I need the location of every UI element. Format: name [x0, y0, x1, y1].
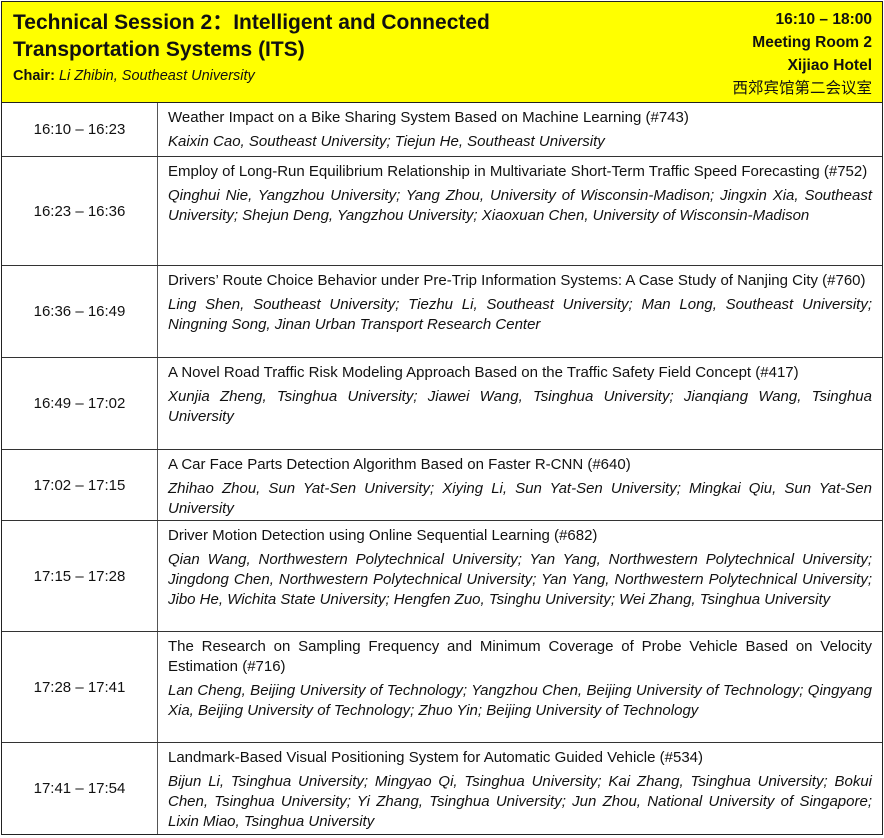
paper-authors: Qian Wang, Northwestern Polytechnical Un…	[168, 551, 872, 608]
paper-title: A Car Face Parts Detection Algorithm Bas…	[168, 456, 631, 473]
paper-cell: Landmark-Based Visual Positioning System…	[158, 743, 882, 834]
session-room: Meeting Room 2	[752, 34, 872, 51]
paper-cell: A Car Face Parts Detection Algorithm Bas…	[158, 450, 882, 520]
session-hotel: Xijiao Hotel	[787, 57, 872, 74]
paper-time: 17:15 – 17:28	[2, 521, 158, 631]
paper-time: 17:28 – 17:41	[2, 632, 158, 742]
paper-title: Landmark-Based Visual Positioning System…	[168, 749, 704, 766]
session-header: Technical Session 2：Intelligent and Conn…	[2, 2, 882, 103]
paper-time: 16:49 – 17:02	[2, 358, 158, 449]
paper-cell: Driver Motion Detection using Online Seq…	[158, 521, 882, 631]
chair-label: Chair:	[13, 68, 55, 84]
paper-title: Drivers’ Route Choice Behavior under Pre…	[168, 272, 866, 289]
paper-row: 16:10 – 16:23 Weather Impact on a Bike S…	[2, 103, 882, 156]
paper-authors: Qinghui Nie, Yangzhou University; Yang Z…	[168, 187, 872, 224]
paper-authors: Xunjia Zheng, Tsinghua University; Jiawe…	[168, 388, 872, 425]
paper-title: Employ of Long-Run Equilibrium Relations…	[168, 163, 868, 180]
paper-row: 17:28 – 17:41 The Research on Sampling F…	[2, 631, 882, 742]
paper-cell: Employ of Long-Run Equilibrium Relations…	[158, 157, 882, 265]
session-title: Technical Session 2：Intelligent and Conn…	[13, 11, 490, 61]
paper-title: Driver Motion Detection using Online Seq…	[168, 527, 598, 544]
paper-row: 16:23 – 16:36 Employ of Long-Run Equilib…	[2, 156, 882, 265]
paper-authors: Bijun Li, Tsinghua University; Mingyao Q…	[168, 773, 872, 830]
paper-row: 17:41 – 17:54 Landmark-Based Visual Posi…	[2, 742, 882, 834]
paper-time: 17:02 – 17:15	[2, 450, 158, 520]
session-chair: Chair: Li Zhibin, Southeast University	[13, 68, 255, 84]
paper-row: 17:15 – 17:28 Driver Motion Detection us…	[2, 520, 882, 631]
paper-time: 17:41 – 17:54	[2, 743, 158, 834]
paper-authors: Zhihao Zhou, Sun Yat-Sen University; Xiy…	[168, 480, 872, 517]
paper-cell: The Research on Sampling Frequency and M…	[158, 632, 882, 742]
paper-authors: Lan Cheng, Beijing University of Technol…	[168, 682, 872, 719]
session-room-cn: 西郊宾馆第二会议室	[732, 80, 872, 97]
paper-time: 16:36 – 16:49	[2, 266, 158, 357]
paper-row: 16:49 – 17:02 A Novel Road Traffic Risk …	[2, 357, 882, 449]
paper-time: 16:23 – 16:36	[2, 157, 158, 265]
paper-row: 16:36 – 16:49 Drivers’ Route Choice Beha…	[2, 265, 882, 357]
paper-time: 16:10 – 16:23	[2, 103, 158, 156]
paper-title: Weather Impact on a Bike Sharing System …	[168, 109, 689, 126]
paper-cell: A Novel Road Traffic Risk Modeling Appro…	[158, 358, 882, 449]
paper-title: The Research on Sampling Frequency and M…	[168, 638, 872, 675]
paper-row: 17:02 – 17:15 A Car Face Parts Detection…	[2, 449, 882, 520]
session-time: 16:10 – 18:00	[775, 11, 872, 28]
paper-cell: Weather Impact on a Bike Sharing System …	[158, 103, 882, 156]
session-info: 16:10 – 18:00 Meeting Room 2 Xijiao Hote…	[732, 8, 872, 100]
paper-title: A Novel Road Traffic Risk Modeling Appro…	[168, 364, 799, 381]
paper-authors: Ling Shen, Southeast University; Tiezhu …	[168, 296, 872, 333]
paper-cell: Drivers’ Route Choice Behavior under Pre…	[158, 266, 882, 357]
paper-authors: Kaixin Cao, Southeast University; Tiejun…	[168, 133, 605, 150]
chair-name: Li Zhibin, Southeast University	[58, 68, 255, 84]
